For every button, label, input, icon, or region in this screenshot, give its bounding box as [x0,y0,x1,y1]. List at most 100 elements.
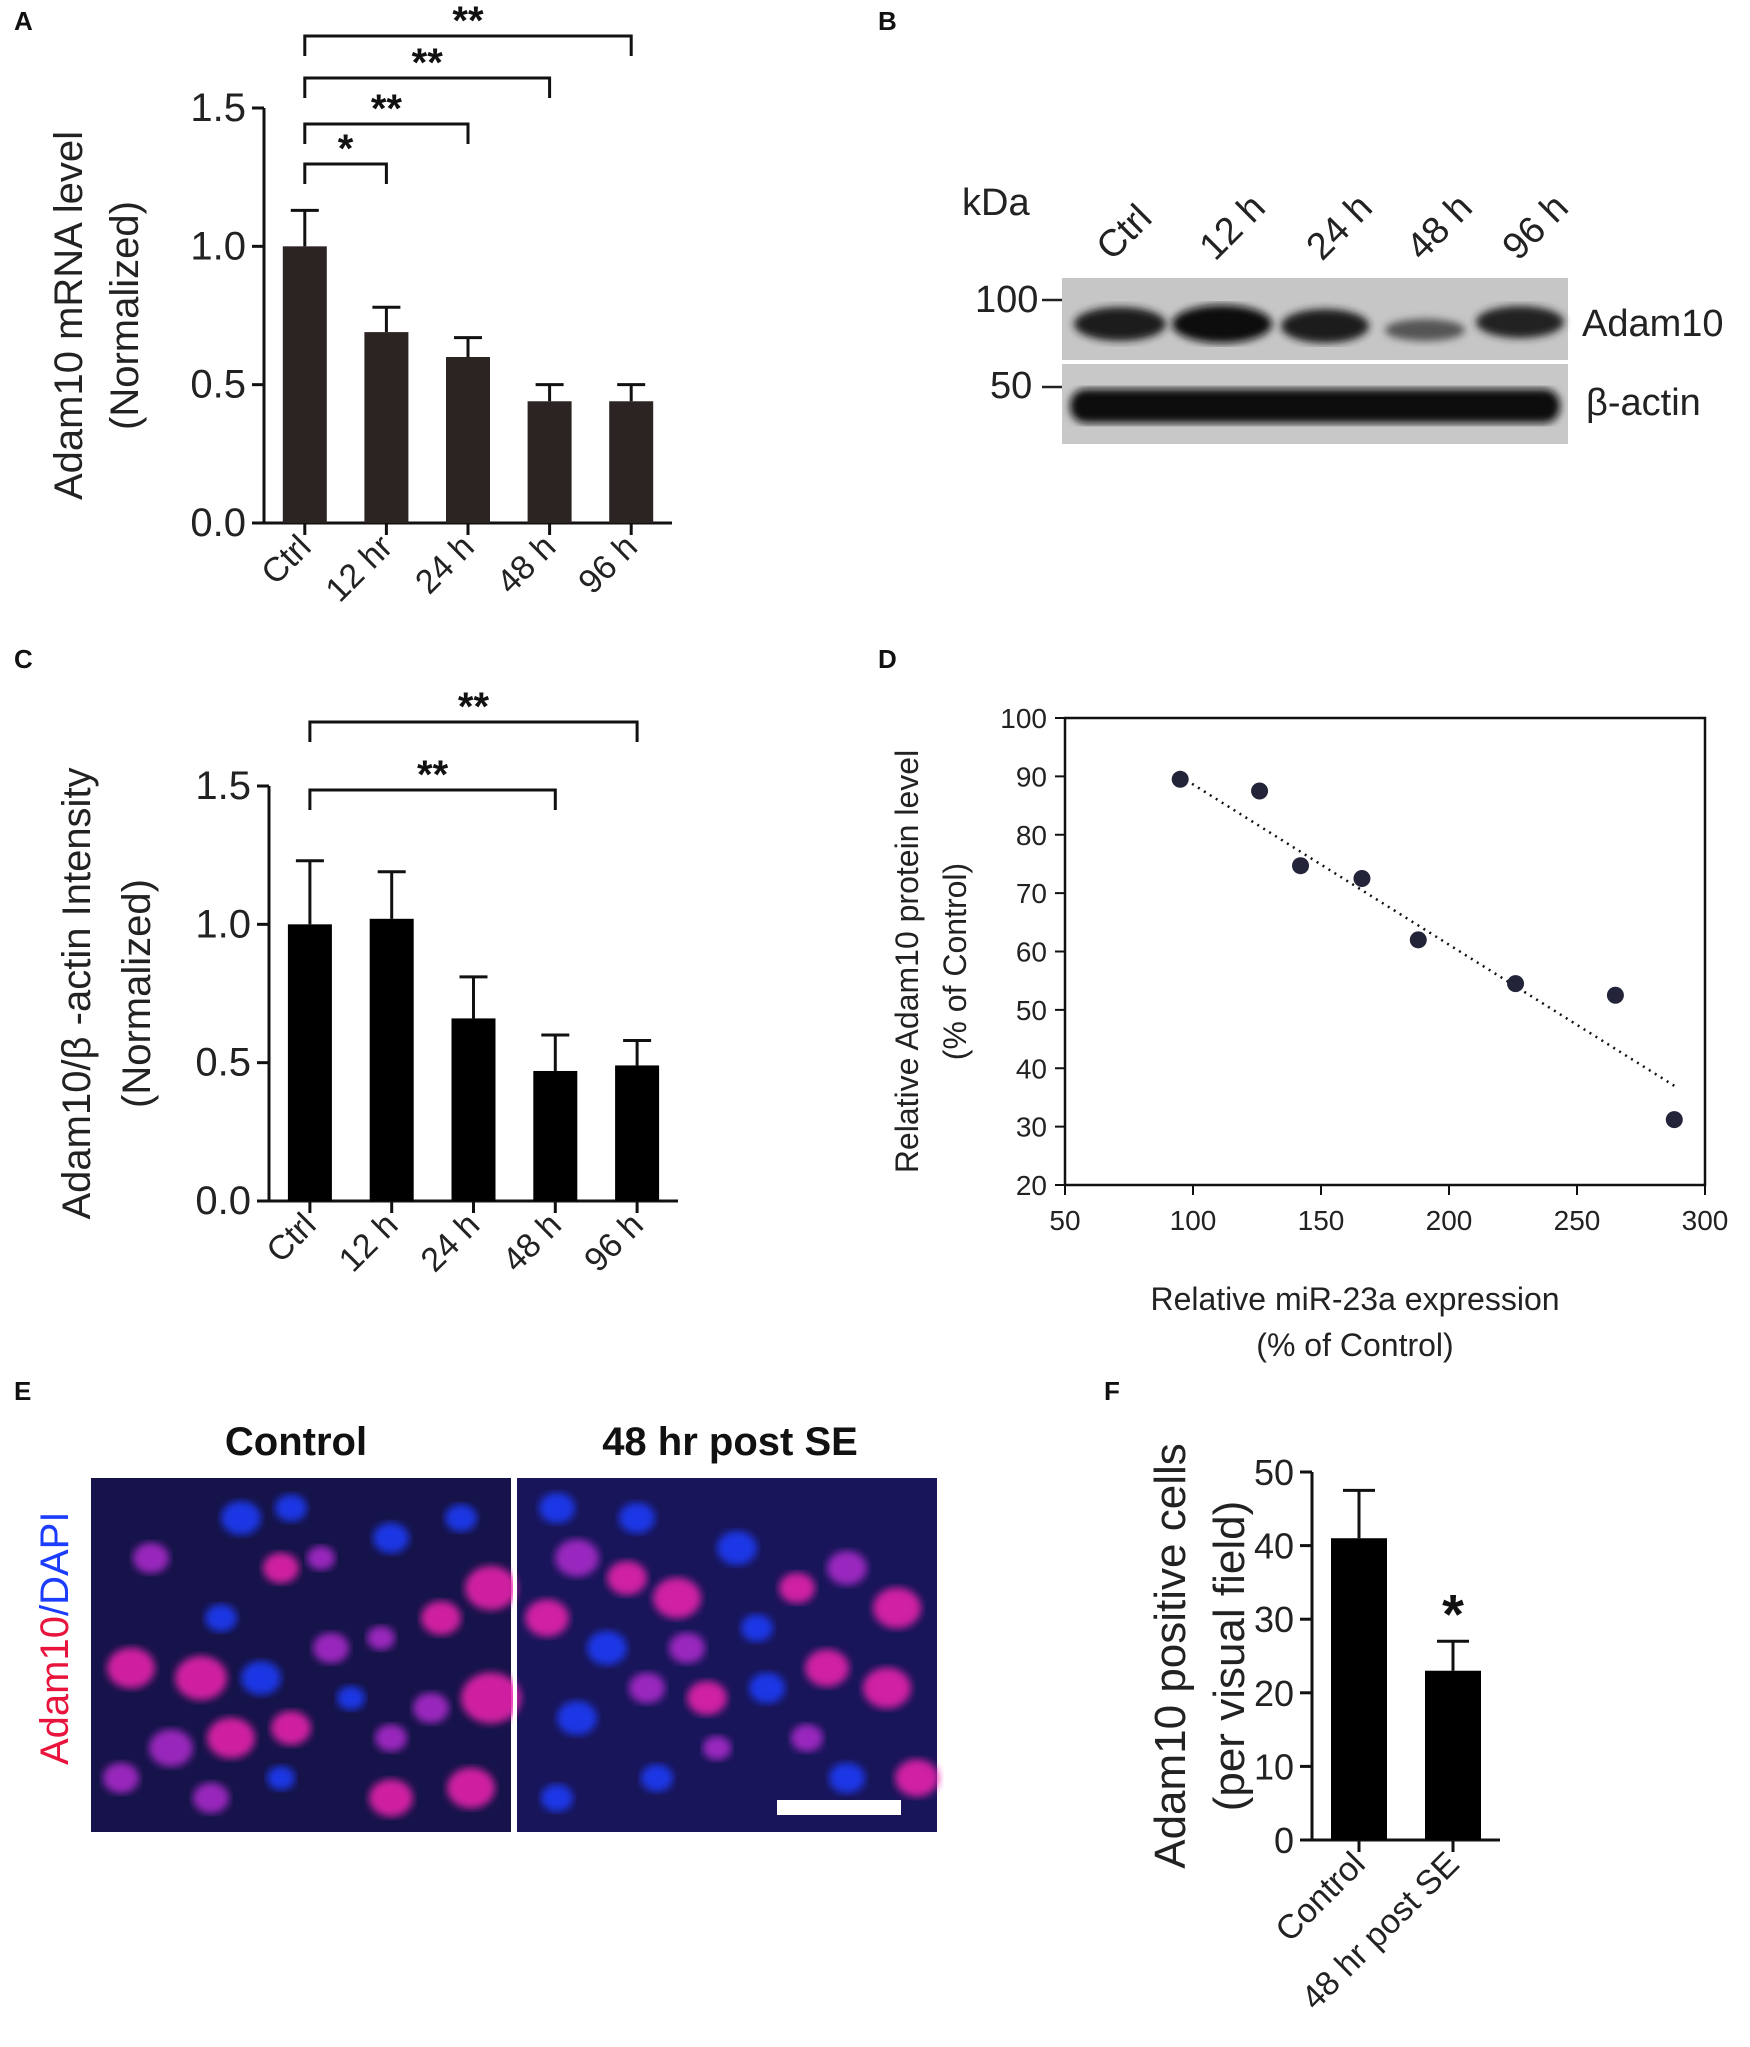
cell-nucleus [275,1494,307,1522]
adam10-bands [1074,305,1564,343]
bar-12-h [369,918,414,1201]
cell-nucleus [133,1542,169,1574]
lane-label-12h: 12 h [1192,186,1274,268]
plot-frame [1063,716,1707,1187]
y-axis-label: Adam10 positive cells [1146,1443,1195,1869]
bar-48-h [533,1070,578,1201]
panel-letter-c: C [14,644,33,674]
x-tick-label-12-h: 12 h [332,1206,406,1280]
marker-100-label: 100 [975,279,1038,321]
x-tick-label-48-h: 48 h [495,1206,569,1280]
cells-control [103,1494,521,1817]
cell-nucleus [587,1631,627,1665]
cell-nucleus [107,1647,155,1689]
x-tick-label: 150 [1298,1205,1345,1236]
cell-nucleus [653,1577,701,1619]
y-tick-label: 30 [1016,1112,1047,1143]
cell-nucleus [207,1717,255,1759]
lane-label-96h: 96 h [1495,186,1577,268]
cell-nucleus [263,1552,299,1584]
cell-nucleus [607,1561,647,1595]
y-tick-label: 10 [1254,1746,1294,1787]
cell-nucleus [313,1632,349,1664]
cell-nucleus [375,1724,407,1752]
lane-label-48h: 48 h [1399,186,1481,268]
cell-nucleus [413,1692,449,1724]
x-tick-label: 100 [1170,1205,1217,1236]
significance-bracket [303,122,470,144]
significance-bracket [308,720,639,742]
significance-marker: * [338,127,354,171]
micrograph-panel: Adam10/DAPI Control 48 hr post SE [33,1420,939,1832]
cell-nucleus [863,1667,911,1709]
y-tick-label: 0 [1274,1820,1294,1861]
cell-nucleus [895,1759,939,1797]
y-tick-label: 0.0 [195,1179,251,1223]
cell-nucleus [557,1701,597,1735]
y-tick-label: 0.5 [190,363,246,407]
adam10-band-96h [1476,306,1564,338]
y-tick-label: 1.5 [190,86,246,130]
significance-bracket [303,76,552,98]
significance-marker: ** [458,685,490,729]
bar-24-h [451,1018,496,1201]
cell-nucleus [193,1782,229,1814]
x-tick-label-48-h: 48 h [490,528,564,602]
cell-nucleus [307,1546,335,1570]
bar-control [1331,1538,1387,1840]
lane-label-24h: 24 h [1299,186,1381,268]
x-tick-label-24-h: 24 h [408,528,482,602]
cell-nucleus [641,1764,673,1792]
panel-letter-e: E [14,1376,31,1406]
y-tick-label: 40 [1016,1053,1047,1084]
x-tick-label-ctrl: Ctrl [254,528,318,592]
significance-marker: * [1442,1582,1464,1645]
y-tick-label: 1.0 [190,224,246,268]
cell-nucleus [687,1681,727,1715]
y-tick-label: 0.0 [190,501,246,545]
data-point [1171,770,1189,788]
cells-48hr [525,1492,939,1812]
y-axis-label-units: (per visual field) [1205,1501,1254,1812]
significance-bracket [308,788,557,810]
y-tick-label: 1.5 [195,764,251,808]
cell-nucleus [629,1672,665,1704]
adam10-band-48h [1385,319,1465,341]
cell-nucleus [741,1614,773,1642]
significance-marker: ** [371,87,403,131]
bar-96-h [609,401,654,523]
cell-nucleus [555,1539,599,1577]
y-tick-label: 30 [1254,1599,1294,1640]
significance-bracket [303,34,633,56]
bar-96-h [615,1065,660,1201]
cell-nucleus [779,1572,815,1604]
x-axis-label: Relative miR-23a expression [1150,1281,1559,1317]
micrograph-control [91,1478,511,1832]
cell-nucleus [525,1599,569,1637]
bar-ctrl [282,246,327,524]
x-axis-label-units: (% of Control) [1256,1327,1453,1363]
bar-12-hr [364,332,409,523]
micrograph-title-control: Control [225,1420,367,1464]
band-label-adam10: Adam10 [1582,303,1724,345]
x-tick-label: 250 [1554,1205,1601,1236]
micrograph-divider [513,1478,517,1832]
western-blot: kDa Ctrl 12 h 24 h 48 h 96 h 100 50 Adam… [962,182,1724,444]
cell-nucleus [267,1766,295,1790]
significance-marker: ** [412,41,444,85]
data-point [1292,857,1310,875]
data-point [1665,1111,1683,1129]
x-tick-label: 200 [1426,1205,1473,1236]
cell-nucleus [367,1626,395,1650]
micrograph-title-48hr: 48 hr post SE [602,1420,858,1464]
actin-band [1070,389,1560,423]
trend-line [1179,775,1675,1087]
cell-nucleus [873,1587,921,1629]
cell-nucleus [539,1492,575,1524]
chart-a-mrna-bars: 0.0 0.5 1.0 1.5 Ctrl 12 hr 24 h 48 h 96 h Adam10 … [47,0,672,609]
y-axis-label: Relative Adam10 protein level [889,750,925,1173]
cell-nucleus [149,1729,193,1767]
band-label-actin: β-actin [1586,382,1701,424]
x-tick-label-96-h: 96 h [571,528,645,602]
